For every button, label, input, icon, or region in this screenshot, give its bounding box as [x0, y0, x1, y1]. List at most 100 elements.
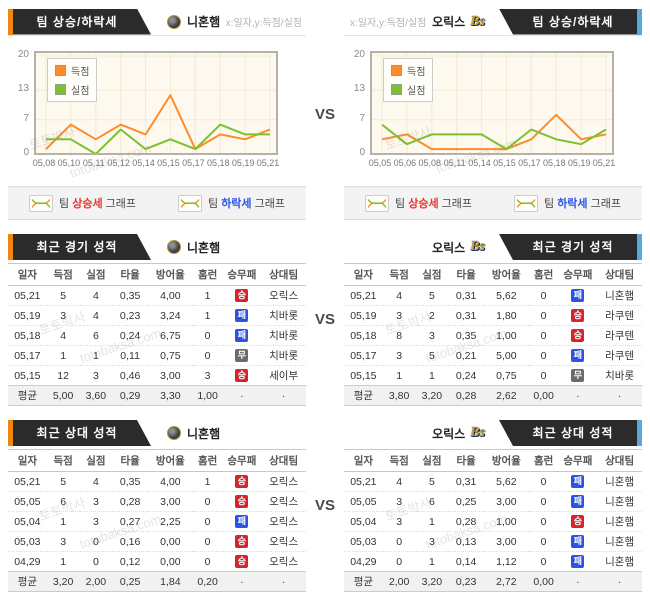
cell: 05,17 — [8, 345, 47, 366]
result-cell: 승 — [222, 285, 262, 306]
result-cell: 패 — [222, 511, 262, 532]
cell: 5 — [415, 345, 449, 366]
cell: 0 — [528, 285, 559, 306]
cell: 치바롯 — [261, 305, 306, 326]
cell: 5,62 — [484, 285, 529, 306]
column-header: 득점 — [382, 263, 416, 286]
cell: 1 — [415, 511, 449, 532]
x-tick-label: 05,15 — [493, 158, 516, 168]
cell: 2,00 — [79, 571, 113, 592]
result-cell: 승 — [558, 305, 598, 326]
cell: 1,80 — [484, 305, 529, 326]
cell: 12 — [46, 365, 80, 386]
stats-table: 일자 득점 실점 타율 방어율 홈런 승무패 상대팀 05,21 4 5 0,31 5,62 0 패 니혼햄… — [344, 263, 642, 406]
cell: 0 — [192, 491, 223, 512]
vs-separator: VS — [306, 8, 344, 220]
column-header: 실점 — [415, 263, 449, 286]
y-tick-label: 7 — [23, 112, 29, 124]
cell: 0,11 — [112, 345, 149, 366]
cell: 3 — [415, 531, 449, 552]
cell: 0,14 — [448, 551, 485, 572]
result-cell: 승 — [222, 531, 262, 552]
cell: 0 — [192, 551, 223, 572]
cell: 1 — [79, 345, 113, 366]
orix-logo-icon: Bs — [470, 239, 485, 254]
cell: 니혼햄 — [597, 551, 642, 572]
nipponham-logo-icon — [167, 14, 181, 29]
banner-title: 최근 상대 성적 — [499, 420, 637, 446]
cell: 세이부 — [261, 365, 306, 386]
rise-word: 상승세 — [408, 198, 439, 210]
cell: 0,75 — [148, 345, 193, 366]
cell: · — [222, 385, 262, 406]
cell: 05,05 — [344, 491, 383, 512]
column-header: 타율 — [112, 263, 149, 286]
cell: 0 — [528, 551, 559, 572]
result-cell: 패 — [222, 305, 262, 326]
cell: 4 — [382, 285, 416, 306]
legend-label: 득점 — [71, 67, 90, 78]
result-badge-loss: 패 — [571, 555, 585, 568]
cell: 1,00 — [192, 385, 223, 406]
average-row: 평균 2,00 3,20 0,23 2,72 0,00 · · — [344, 571, 642, 592]
cell: 05,21 — [8, 471, 47, 492]
label-part: 그래프 — [438, 198, 472, 210]
cell: 04,29 — [8, 551, 47, 572]
result-cell: 패 — [558, 531, 598, 552]
banner-title: 팀 상승/하락세 — [499, 8, 637, 35]
cell: 3,20 — [46, 571, 80, 592]
result-badge-loss: 패 — [235, 329, 249, 342]
cell: 05,03 — [344, 531, 383, 552]
cell: 05,15 — [8, 365, 47, 386]
table-row: 05,15 1 1 0,24 0,75 0 무 치바롯 — [344, 365, 642, 386]
result-badge-win: 승 — [235, 369, 249, 382]
rise-graph-item: 팀 상승세 그래프 — [29, 194, 136, 212]
table-row: 05,03 0 3 0,13 3,00 0 패 니혼햄 — [344, 531, 642, 552]
cell: 0,23 — [448, 571, 485, 592]
cell: 1 — [46, 345, 80, 366]
cell: 1,00 — [484, 325, 529, 346]
cell: 0,31 — [448, 305, 485, 326]
cell: 4 — [79, 305, 113, 326]
cell: 2 — [415, 305, 449, 326]
cell: 오릭스 — [261, 491, 306, 512]
table-row: 05,05 3 6 0,25 3,00 0 패 니혼햄 — [344, 491, 642, 512]
result-badge-loss: 패 — [571, 475, 585, 488]
table-row: 05,19 3 2 0,31 1,80 0 승 라쿠텐 — [344, 305, 642, 326]
team-name: 오릭스 — [432, 15, 466, 29]
average-row: 평균 5,00 3,60 0,29 3,30 1,00 · · — [8, 385, 306, 406]
x-tick-label: 05,12 — [107, 158, 130, 168]
trend-chart-svg — [34, 51, 278, 155]
cell: 1 — [415, 551, 449, 572]
cell: 0,35 — [448, 325, 485, 346]
orix-logo-icon: Bs — [470, 425, 485, 440]
column-header: 실점 — [415, 449, 449, 472]
x-tick-label: 05,08 — [418, 158, 442, 168]
label-part: 그래프 — [251, 198, 285, 210]
table-row: 05,18 4 6 0,24 6,75 0 패 치바롯 — [8, 325, 306, 346]
orix-logo-icon: Bs — [470, 13, 485, 29]
cell: 오릭스 — [261, 285, 306, 306]
result-cell: 승 — [222, 491, 262, 512]
cell: 0 — [528, 471, 559, 492]
cell: 6,75 — [148, 325, 193, 346]
cell: 라쿠텐 — [597, 345, 642, 366]
fall-graph-label: 팀 하락세 그래프 — [208, 195, 285, 211]
cell: 3,00 — [148, 491, 193, 512]
column-header: 홈런 — [528, 449, 559, 472]
chart-block: 0 7 13 20 득점 실점 — [344, 49, 642, 158]
cell: 라쿠텐 — [597, 305, 642, 326]
column-header: 실점 — [79, 263, 113, 286]
x-axis: 05,05 05,06 05,08 05,11 05,14 05,15 05,17 05,18… — [369, 158, 618, 172]
trend-graph-icon — [365, 194, 390, 212]
recent-panel-nipponham: 토토박사 totobaksa.com 최근 경기 성적 니혼햄 일자 득점 실점 타율… — [8, 233, 306, 406]
column-header: 홈런 — [192, 263, 223, 286]
cell: 3 — [382, 511, 416, 532]
cell: 05,03 — [8, 531, 47, 552]
cell: 3,80 — [382, 385, 416, 406]
result-badge-win: 승 — [235, 535, 249, 548]
cell: 04,29 — [344, 551, 383, 572]
stats-table: 일자 득점 실점 타율 방어율 홈런 승무패 상대팀 05,21 4 5 0,31 5,62 0 패 니혼햄… — [344, 449, 642, 592]
cell: 1 — [46, 511, 80, 532]
table-body: 05,21 4 5 0,31 5,62 0 패 니혼햄 05,05 3 6 0,25 3,00 0 패 니혼햄… — [344, 471, 642, 592]
